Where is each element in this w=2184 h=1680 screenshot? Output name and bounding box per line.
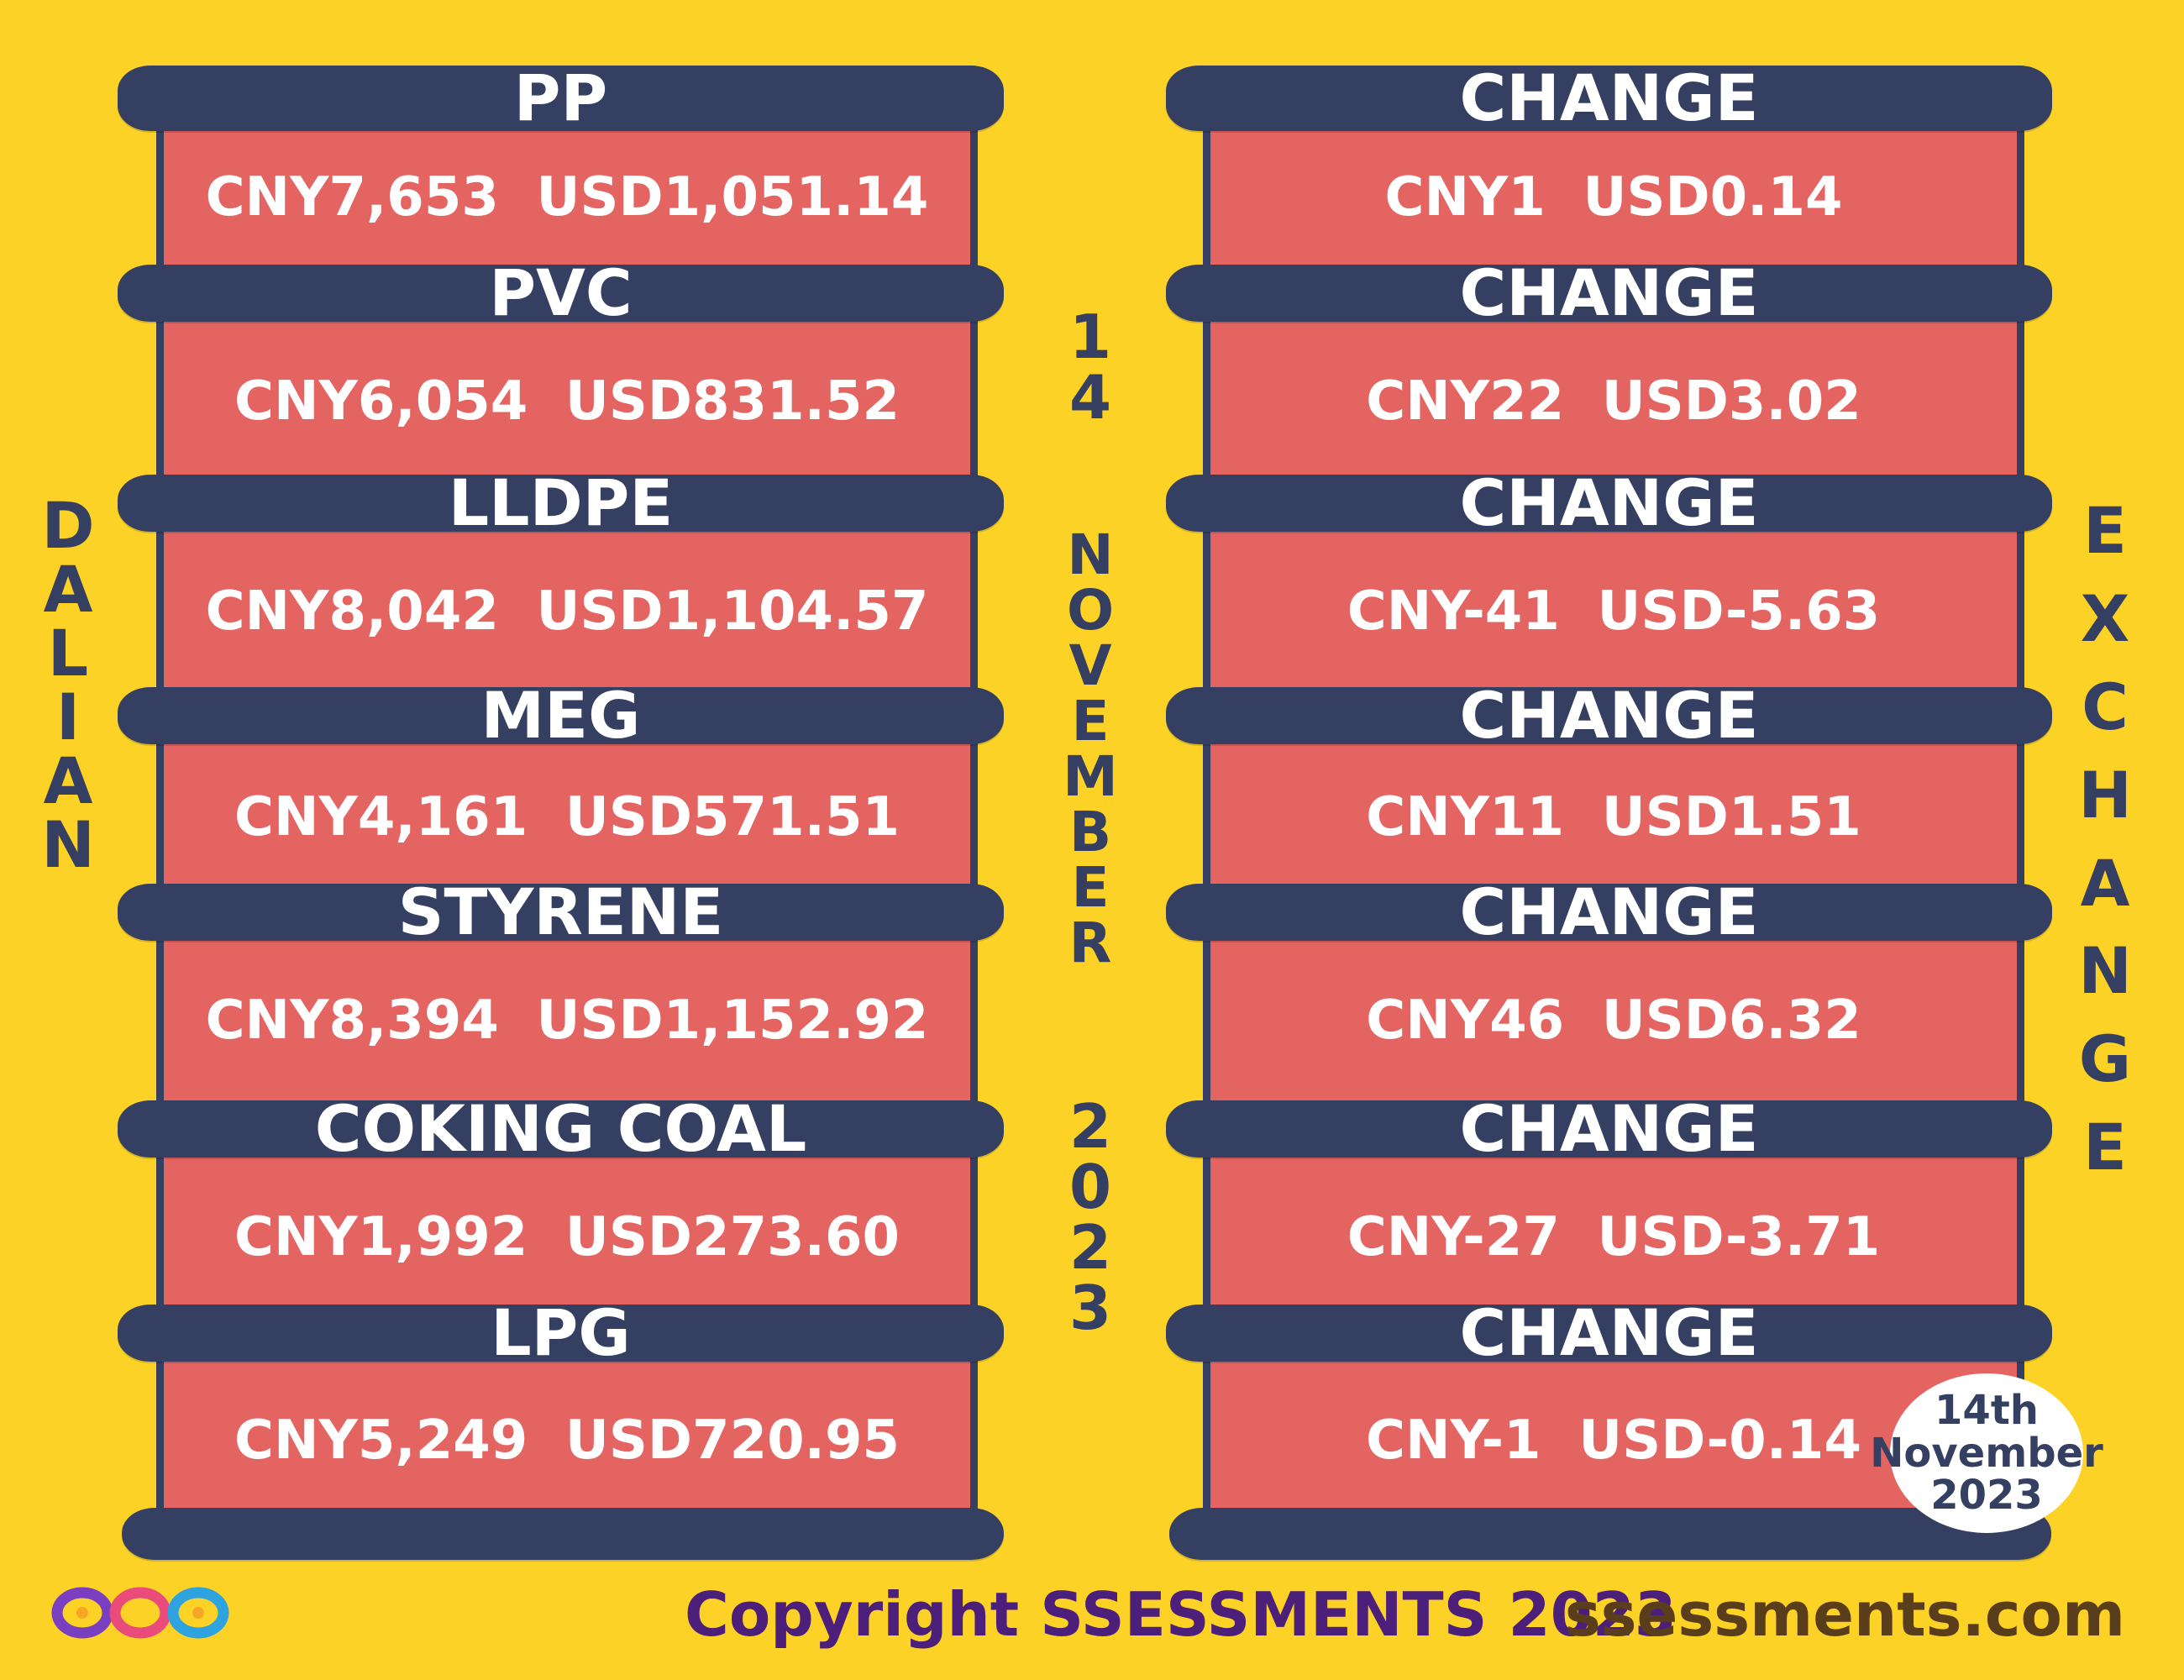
change-header-7: CHANGE <box>1166 1301 2052 1365</box>
product-header-lpg: LPG <box>118 1301 1004 1365</box>
change-value: CNY-27 USD-3.71 <box>1347 1205 1881 1268</box>
change-panel-lpg: CNY-1 USD-0.14 <box>1203 1357 2024 1525</box>
copyright-text: Copyright SSESSMENTS 2023 <box>685 1579 1677 1650</box>
vertical-letter: 2 <box>1068 1091 1112 1162</box>
vertical-letter: X <box>2080 580 2130 656</box>
vertical-letter: N <box>41 807 95 882</box>
product-name: LPG <box>491 1295 631 1370</box>
vertical-letter: L <box>47 616 89 690</box>
price-panel-lpg: CNY5,249 USD720.95 <box>156 1357 978 1525</box>
vertical-letter: 3 <box>1068 1273 1112 1343</box>
date-badge: 14th November 2023 <box>1870 1373 2103 1533</box>
vertical-letter: H <box>2078 757 2132 832</box>
price-value: CNY8,394 USD1,152.92 <box>205 990 929 1052</box>
vertical-letter: E <box>2083 1110 2127 1185</box>
vertical-letter: B <box>1068 800 1112 864</box>
change-panel-pp: CNY1 USD0.14 <box>1203 126 2024 269</box>
product-name: COKING COAL <box>314 1091 807 1166</box>
change-label: CHANGE <box>1459 60 1759 135</box>
change-label: CHANGE <box>1459 678 1759 753</box>
change-panel-coking-coal: CNY-27 USD-3.71 <box>1203 1155 2024 1319</box>
badge-day: 14th <box>1935 1387 2039 1435</box>
change-panel-pvc: CNY22 USD3.02 <box>1203 319 2024 483</box>
vertical-letter: G <box>2078 1021 2132 1097</box>
price-panel-pp: CNY7,653 USD1,051.14 <box>156 126 978 269</box>
change-panel-styrene: CNY46 USD6.32 <box>1203 937 2024 1105</box>
change-header-3: CHANGE <box>1166 471 2052 535</box>
price-value: CNY1,992 USD273.60 <box>234 1205 900 1268</box>
change-label: CHANGE <box>1459 1295 1759 1370</box>
price-value: CNY8,042 USD1,104.57 <box>205 580 929 643</box>
change-panel-lldpe: CNY-41 USD-5.63 <box>1203 529 2024 693</box>
product-header-coking-coal: COKING COAL <box>118 1091 1004 1166</box>
vertical-letter: 0 <box>1068 1152 1112 1222</box>
product-name: STYRENE <box>397 874 724 949</box>
change-label: CHANGE <box>1459 874 1759 949</box>
change-value: CNY1 USD0.14 <box>1384 166 1843 228</box>
vertical-letter: I <box>55 680 81 754</box>
vertical-letter: A <box>43 743 93 818</box>
vertical-letter: 2 <box>1068 1212 1112 1283</box>
product-name: PP <box>513 60 608 135</box>
change-header-5: CHANGE <box>1166 880 2052 944</box>
vertical-letter: E <box>2083 493 2127 568</box>
vertical-letter: N <box>2078 933 2132 1009</box>
vertical-letter: C <box>2082 669 2129 744</box>
vertical-letter: N <box>1067 522 1114 587</box>
change-label: CHANGE <box>1459 255 1759 330</box>
change-value: CNY-1 USD-0.14 <box>1366 1410 1861 1472</box>
change-header-2: CHANGE <box>1166 261 2052 325</box>
price-panel-meg: CNY4,161 USD571.51 <box>156 739 978 895</box>
product-name: MEG <box>480 678 641 753</box>
vertical-letter: O <box>1066 578 1115 643</box>
product-header-styrene: STYRENE <box>118 880 1004 944</box>
vertical-letter: E <box>1071 689 1110 753</box>
vertical-letter: V <box>1068 633 1112 698</box>
product-header-lldpe: LLDPE <box>118 471 1004 535</box>
vertical-letter: 4 <box>1068 362 1112 433</box>
price-panel-pvc: CNY6,054 USD831.52 <box>156 319 978 483</box>
price-value: CNY6,054 USD831.52 <box>234 370 900 433</box>
change-value: CNY11 USD1.51 <box>1366 785 1861 848</box>
product-header-pvc: PVC <box>118 261 1004 325</box>
left-bottom-bar <box>122 1508 1004 1560</box>
infinity-rings-logo-icon <box>50 1583 231 1646</box>
change-value: CNY22 USD3.02 <box>1366 370 1861 433</box>
badge-year: 2023 <box>1930 1472 2043 1520</box>
change-header-6: CHANGE <box>1166 1091 2052 1166</box>
change-label: CHANGE <box>1459 1091 1759 1166</box>
price-panel-lldpe: CNY8,042 USD1,104.57 <box>156 529 978 693</box>
product-name: PVC <box>489 255 633 330</box>
vertical-letter: A <box>2080 845 2130 921</box>
product-header-meg: MEG <box>118 684 1004 748</box>
change-panel-meg: CNY11 USD1.51 <box>1203 739 2024 895</box>
change-label: CHANGE <box>1459 465 1759 540</box>
price-panel-styrene: CNY8,394 USD1,152.92 <box>156 937 978 1105</box>
price-panel-coking-coal: CNY1,992 USD273.60 <box>156 1155 978 1319</box>
price-value: CNY5,249 USD720.95 <box>234 1410 900 1472</box>
change-value: CNY-41 USD-5.63 <box>1347 580 1881 643</box>
vertical-letter: E <box>1071 855 1110 920</box>
change-value: CNY46 USD6.32 <box>1366 990 1861 1052</box>
badge-month: November <box>1870 1429 2103 1477</box>
price-value: CNY7,653 USD1,051.14 <box>205 166 929 228</box>
vertical-letter: 1 <box>1068 302 1112 372</box>
vertical-letter: A <box>43 552 93 627</box>
vertical-letter: M <box>1063 744 1118 809</box>
price-value: CNY4,161 USD571.51 <box>234 785 900 848</box>
change-header-1: CHANGE <box>1166 66 2052 131</box>
product-header-pp: PP <box>118 66 1004 131</box>
vertical-letter: R <box>1068 911 1112 975</box>
right-bottom-bar <box>1169 1508 2051 1560</box>
product-name: LLDPE <box>448 465 674 540</box>
change-header-4: CHANGE <box>1166 684 2052 748</box>
vertical-letter: D <box>41 488 95 563</box>
website-link[interactable]: ssessments.com <box>1564 1579 2125 1650</box>
